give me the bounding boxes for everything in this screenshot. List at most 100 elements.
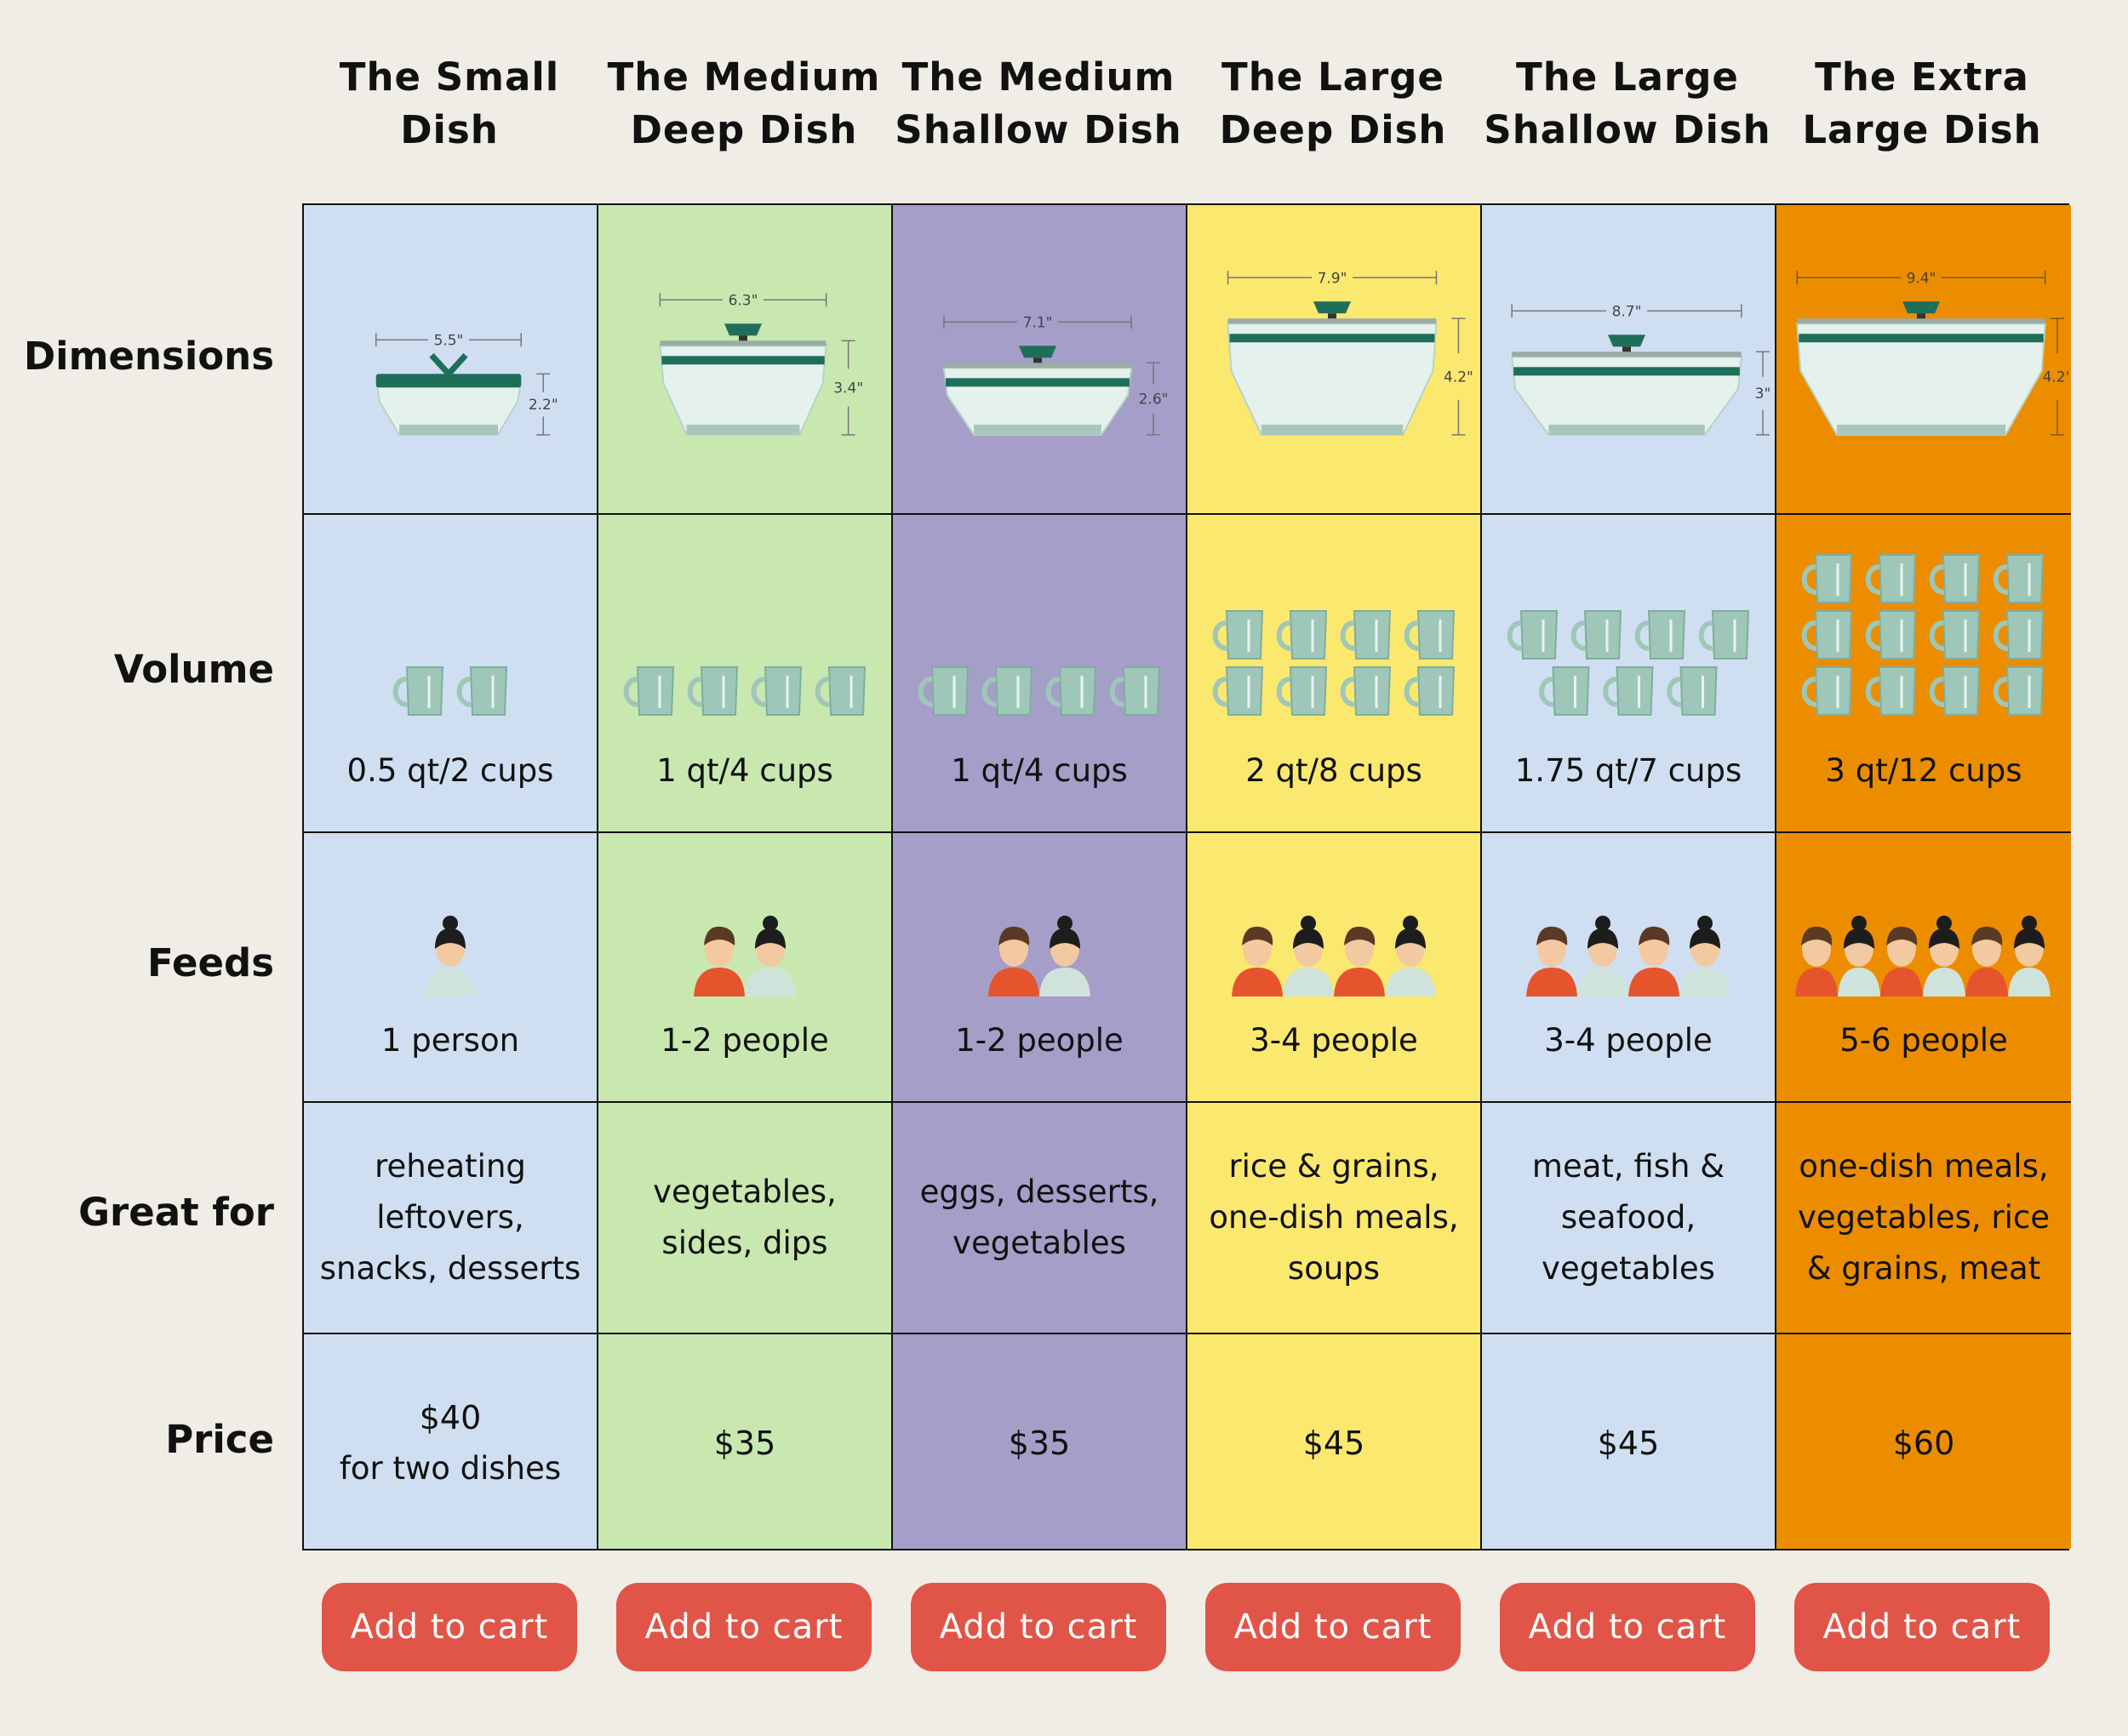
dish-illustration: 7.1" 2.6"	[942, 314, 1168, 436]
add-to-cart-button[interactable]: Add to cart	[322, 1583, 577, 1671]
add-to-cart-button[interactable]: Add to cart	[616, 1583, 872, 1671]
people-graphic	[1526, 916, 1730, 996]
measuring-cup-icon	[1929, 666, 1981, 716]
dish-column: 8.7" 3" 1.75 qt/7 cups 3-4 people meat, fish…	[1482, 205, 1776, 1549]
woman-icon	[1679, 916, 1730, 996]
height-label: 4.2"	[1444, 369, 1473, 386]
comparison-table: 5.5" 2.2" 0.5 qt/2 cups 1 person reheating le…	[302, 203, 2071, 1552]
lid	[1512, 351, 1742, 357]
feeds-text: 3-4 people	[1544, 1022, 1713, 1059]
great-for-line: seafood,	[1560, 1199, 1696, 1236]
man-icon	[1526, 926, 1577, 996]
price-note: for two dishes	[339, 1450, 562, 1487]
volume-cell: 2 qt/8 cups	[1187, 515, 1480, 833]
cups-graphic	[1212, 610, 1456, 716]
measuring-cup-icon	[815, 666, 867, 716]
people-graphic	[988, 916, 1090, 996]
measuring-cup-icon	[456, 666, 508, 716]
feeds-cell: 1-2 people	[598, 833, 891, 1103]
height-label: 3.4"	[833, 380, 863, 397]
column-header-line: Shallow Dish	[1484, 107, 1771, 152]
measuring-cup-icon	[1698, 610, 1750, 660]
lid-knob-icon	[724, 323, 762, 336]
cups-graphic	[918, 666, 1161, 716]
add-to-cart-button[interactable]: Add to cart	[911, 1583, 1166, 1671]
bowl-base	[974, 425, 1101, 435]
cups-graphic	[623, 666, 867, 716]
feeds-cell: 5-6 people	[1776, 833, 2071, 1103]
lid	[1227, 318, 1437, 324]
add-to-cart-button[interactable]: Add to cart	[1205, 1583, 1461, 1671]
lid-knob-icon	[1608, 334, 1645, 347]
great-for-cell: meat, fish & seafood, vegetables	[1482, 1103, 1775, 1334]
woman-icon	[1283, 916, 1334, 996]
column-header: The Extra Large Dish	[1775, 51, 2069, 157]
add-to-cart-button[interactable]: Add to cart	[1500, 1583, 1755, 1671]
measuring-cup-icon	[1993, 666, 2045, 716]
measuring-cup-icon	[1212, 666, 1264, 716]
volume-text: 3 qt/12 cups	[1825, 752, 2022, 789]
measuring-cup-icon	[1404, 610, 1456, 660]
measuring-cup-icon	[1212, 610, 1264, 660]
great-for-line: & grains, meat	[1806, 1250, 2041, 1287]
lid-band	[1229, 334, 1435, 343]
man-icon	[1965, 926, 2008, 996]
measuring-cup-icon	[1993, 610, 2045, 660]
great-for-line: eggs, desserts,	[919, 1174, 1159, 1210]
man-icon	[988, 926, 1039, 996]
volume-text: 1.75 qt/7 cups	[1514, 752, 1742, 789]
dish-column: 5.5" 2.2" 0.5 qt/2 cups 1 person reheating le…	[304, 205, 598, 1549]
price-cell: $60	[1776, 1334, 2071, 1552]
width-label: 8.7"	[1612, 303, 1642, 320]
volume-cell: 3 qt/12 cups	[1776, 515, 2071, 833]
great-for-cell: reheating leftovers, snacks, desserts	[304, 1103, 597, 1334]
measuring-cup-icon	[1634, 610, 1686, 660]
volume-text: 0.5 qt/2 cups	[346, 752, 554, 789]
column-header-line: Large Dish	[1802, 107, 2042, 152]
column-header-line: Shallow Dish	[895, 107, 1182, 152]
measuring-cup-icon	[687, 666, 739, 716]
measuring-cup-icon	[1340, 610, 1392, 660]
price-text: $45	[1597, 1425, 1660, 1462]
great-for-cell: one-dish meals, vegetables, rice & grains,…	[1776, 1103, 2071, 1334]
lid-knob-icon	[1313, 301, 1351, 314]
volume-cell: 1.75 qt/7 cups	[1482, 515, 1775, 833]
dish-illustration: 5.5" 2.2"	[375, 332, 558, 436]
knob-stem	[739, 335, 747, 341]
man-icon	[1880, 926, 1923, 996]
lid	[660, 340, 827, 346]
people-graphic	[425, 916, 476, 996]
man-icon	[694, 926, 745, 996]
measuring-cup-icon	[1865, 554, 1917, 603]
lid	[943, 363, 1132, 368]
people-graphic	[1232, 916, 1436, 996]
knob-stem	[1917, 313, 1925, 319]
add-to-cart-button[interactable]: Add to cart	[1794, 1583, 2050, 1671]
feeds-text: 1-2 people	[955, 1022, 1124, 1059]
woman-icon	[425, 916, 476, 996]
measuring-cup-icon	[1865, 666, 1917, 716]
measuring-cup-icon	[1801, 610, 1853, 660]
width-label: 5.5"	[434, 332, 464, 349]
measuring-cup-icon	[1865, 610, 1917, 660]
measuring-cup-icon	[1340, 666, 1392, 716]
price-cell: $45	[1187, 1334, 1480, 1552]
woman-icon	[1577, 916, 1628, 996]
great-for-line: leftovers,	[376, 1199, 524, 1236]
dish-column: 6.3" 3.4" 1 qt/4 cups 1-2 people vegetables,…	[598, 205, 893, 1549]
great-for-line: vegetables, rice	[1797, 1199, 2051, 1236]
price-text: $40	[419, 1399, 482, 1436]
dimensions-cell: 9.4" 4.2"	[1776, 205, 2071, 515]
measuring-cup-icon	[1801, 554, 1853, 603]
bowl-base	[1261, 425, 1404, 435]
measuring-cup-icon	[1507, 610, 1559, 660]
row-label-feeds: Feeds	[147, 940, 274, 985]
measuring-cup-icon	[623, 666, 675, 716]
price-cell: $35	[598, 1334, 891, 1552]
measuring-cup-icon	[392, 666, 444, 716]
row-label-dimensions: Dimensions	[23, 334, 274, 379]
woman-icon	[1923, 916, 1965, 996]
measuring-cup-icon	[981, 666, 1033, 716]
people-graphic	[1795, 916, 2051, 996]
column-header: The Medium Shallow Dish	[891, 51, 1186, 157]
